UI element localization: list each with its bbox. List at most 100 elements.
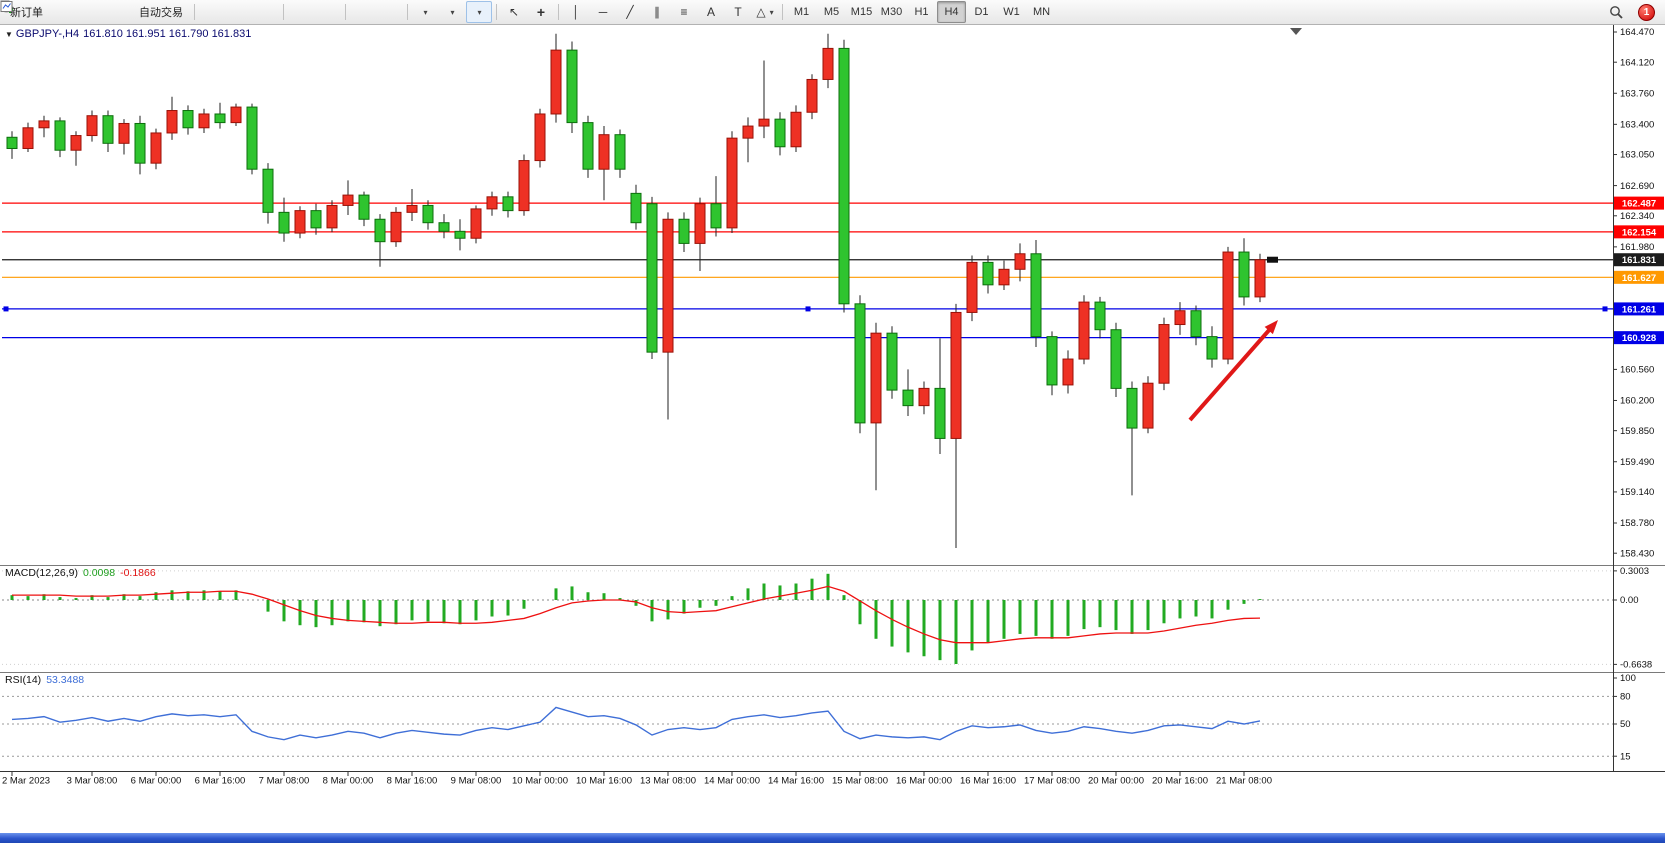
timeframe-button-h4[interactable]: H4 [937,1,966,23]
bar-chart-mode-button[interactable] [2,1,225,23]
line-selection-handle[interactable] [805,306,811,312]
price-axis-label: 161.980 [1620,242,1654,253]
trend-arrow-line[interactable] [1188,324,1275,422]
fibonacci-icon: ≡ [680,5,688,19]
price-axis-label: 159.850 [1620,426,1654,437]
timeframe-button-h1[interactable]: H1 [914,6,929,18]
candle-body [902,389,914,407]
candle-body [150,132,162,164]
timeframe-button-m15[interactable]: M15 [850,6,873,18]
text-tool-icon: A [706,5,715,19]
candle-body [694,203,706,244]
notification-badge[interactable]: 1 [1638,4,1655,21]
time-axis-label: 13 Mar 08:00 [640,776,696,787]
taskbar-strip [0,833,1665,843]
candle-body [854,303,866,424]
candle-body [6,136,18,149]
cursor-button[interactable]: ↖ [501,1,527,23]
auto-trading-button[interactable]: 自动交易 [0,0,190,23]
trendline-icon: ╱ [626,5,634,19]
collapse-triangle-icon[interactable]: ▼ [5,30,13,39]
fibonacci-tool-button[interactable]: ≡ [671,1,697,23]
candle-body [822,47,834,80]
candle-body [102,115,114,144]
shapes-tool-button[interactable]: △ ▾ [752,1,778,23]
trendline-tool-button[interactable]: ╱ [617,1,643,23]
market-watch-button[interactable] [0,1,104,23]
time-axis-label: 14 Mar 00:00 [704,776,760,787]
candle-body [326,204,338,229]
tile-windows-button[interactable] [1,1,376,23]
candle-body [294,210,306,234]
candle-body [662,218,674,353]
journal-button[interactable] [0,1,77,23]
chart-shift-marker[interactable] [1290,28,1302,35]
cascade-windows-button[interactable] [0,0,403,23]
templates-button[interactable]: ▾ [0,1,492,23]
line-selection-handle[interactable] [1602,306,1608,312]
candle-body [438,222,450,232]
auto-trading-label: 自动交易 [139,7,183,19]
zoom-in-button[interactable] [1,1,314,23]
time-axis-label: 8 Mar 16:00 [387,776,438,787]
rsi-name: RSI(14) [5,674,42,686]
crosshair-button[interactable]: + [528,1,554,23]
search-button[interactable] [1608,4,1634,26]
candle-body [1110,329,1122,389]
shapes-icon: △ [756,5,766,19]
macd-main-value: 0.0098 [82,567,116,579]
time-axis-label: 2 Mar 2023 [2,776,50,787]
rsi-line [11,706,1261,741]
candle-body [470,208,482,239]
timeframe-button-w1[interactable]: W1 [1003,6,1020,18]
horizontal-line-tool-button[interactable]: ─ [590,1,616,23]
candle-body [742,125,754,139]
timeframe-button-mn[interactable]: MN [1032,6,1051,18]
label-tool-icon: T [734,5,742,19]
macd-indicator-label: MACD(12,26,9) 0.0098 -0.1866 [5,567,161,579]
label-tool-button[interactable]: T [725,1,751,23]
timeframe-button-m5[interactable]: M5 [823,6,840,18]
timeframe-button-d1[interactable]: D1 [974,6,989,18]
price-level-badge [1614,331,1664,345]
candle-body [1094,301,1106,331]
news-button[interactable] [1,1,131,23]
candle-body [1062,358,1074,386]
candle-body [966,261,978,313]
candle-body [838,47,850,305]
candlestick-mode-button[interactable] [1,1,252,23]
price-axis-label: 162.690 [1620,181,1654,192]
price-axis-label: 163.400 [1620,120,1654,131]
timeframe-group: M1 M5 M15 M30 H1 H4 D1 W1 MN [787,1,1056,23]
candle-body [646,203,658,353]
price-axis-label: 163.050 [1620,150,1654,161]
toolbar-separator [283,4,284,20]
time-axis-label: 21 Mar 08:00 [1216,776,1272,787]
trend-arrow-head[interactable] [1264,320,1278,335]
chevron-down-icon: ▾ [423,7,428,17]
time-axis-label: 20 Mar 00:00 [1088,776,1144,787]
text-tool-button[interactable]: A [698,1,724,23]
candle-body [998,268,1010,286]
vertical-line-tool-button[interactable]: │ [563,1,589,23]
macd-signal-value: -0.1866 [120,567,156,579]
candle-body [950,311,962,439]
candle-body [582,122,594,170]
candle-body [406,204,418,213]
indicators-button[interactable]: ▾ [0,1,438,23]
candle-body [550,49,562,115]
timeframe-button-m30[interactable]: M30 [880,6,903,18]
candle-body [790,111,802,148]
channel-tool-button[interactable]: ∥ [644,1,670,23]
macd-signal-line [12,585,1261,644]
line-selection-handle[interactable] [3,306,9,312]
candle-body [1158,324,1170,384]
timeframe-button-m1[interactable]: M1 [793,6,810,18]
candle-body [230,106,242,124]
line-chart-mode-button[interactable] [0,1,279,23]
zoom-out-button[interactable] [1,1,341,23]
candle-body [1190,310,1202,338]
periods-button[interactable]: ▾ [1,1,465,23]
